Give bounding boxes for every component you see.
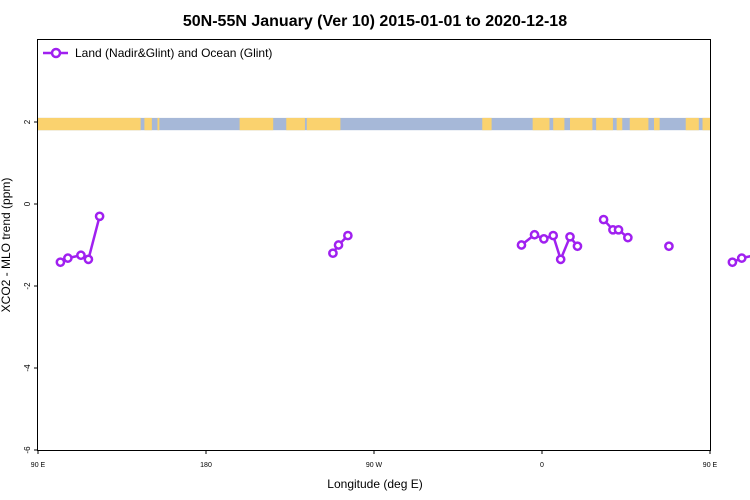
- data-point: [55, 257, 66, 268]
- land-band-segment: [239, 117, 274, 131]
- plot-frame: [37, 39, 711, 451]
- x-axis: 90 E 180 90 W 0 90 E: [31, 450, 718, 469]
- data-point: [555, 254, 566, 265]
- x-tick-label: 90 E: [31, 462, 46, 469]
- y-axis: -6 -4 -2 0 2: [23, 119, 38, 454]
- y-tick-label: -4: [23, 364, 32, 372]
- x-tick-label: 90 E: [703, 462, 718, 469]
- series-layer: [55, 211, 750, 268]
- land-band-segment: [553, 117, 565, 131]
- y-tick-label: -2: [23, 282, 32, 290]
- land-band-segment: [144, 117, 152, 131]
- y-tick-label: -6: [23, 446, 32, 454]
- data-point: [328, 248, 338, 259]
- land-band-segment: [629, 117, 649, 131]
- data-point: [539, 234, 549, 244]
- y-tick-label: 2: [23, 119, 32, 124]
- land-band-segment: [157, 117, 160, 131]
- data-point: [333, 240, 344, 250]
- legend-label: Land (Nadir&Glint) and Ocean (Glint): [75, 46, 272, 60]
- y-tick-label: 0: [23, 201, 32, 206]
- data-point: [83, 254, 94, 265]
- data-point: [736, 253, 747, 263]
- data-point: [565, 231, 575, 242]
- data-point: [613, 224, 624, 235]
- data-point: [63, 253, 73, 263]
- x-axis-title: Longitude (deg E): [327, 477, 422, 491]
- legend: Land (Nadir&Glint) and Ocean (Glint): [43, 46, 272, 60]
- land-band-segment: [702, 117, 710, 131]
- land-band-segment: [286, 117, 305, 131]
- land-band-segment: [306, 117, 341, 131]
- land-band-segment: [38, 117, 141, 131]
- x-tick-label: 0: [540, 462, 544, 469]
- data-point: [598, 214, 609, 225]
- data-point: [664, 241, 674, 252]
- data-point: [623, 232, 633, 243]
- x-tick-label: 180: [200, 462, 212, 469]
- data-point: [548, 230, 559, 241]
- land-ocean-band: [38, 117, 710, 131]
- data-point: [529, 229, 540, 240]
- land-band-segment: [482, 117, 492, 131]
- land-band-segment: [596, 117, 613, 131]
- legend-marker: [50, 47, 62, 59]
- data-point: [516, 240, 527, 250]
- land-band-segment: [616, 117, 623, 131]
- data-point: [727, 257, 738, 268]
- land-band-segment: [532, 117, 550, 131]
- x-tick-label: 90 W: [366, 462, 383, 469]
- data-point: [94, 211, 105, 222]
- data-point: [76, 250, 86, 261]
- data-point: [343, 230, 353, 241]
- y-axis-title: XCO2 - MLO trend (ppm): [0, 178, 13, 313]
- data-point: [572, 241, 583, 252]
- land-band-segment: [570, 117, 593, 131]
- land-band-segment: [654, 117, 660, 131]
- chart-title: 50N-55N January (Ver 10) 2015-01-01 to 2…: [183, 13, 567, 30]
- land-band-segment: [685, 117, 699, 131]
